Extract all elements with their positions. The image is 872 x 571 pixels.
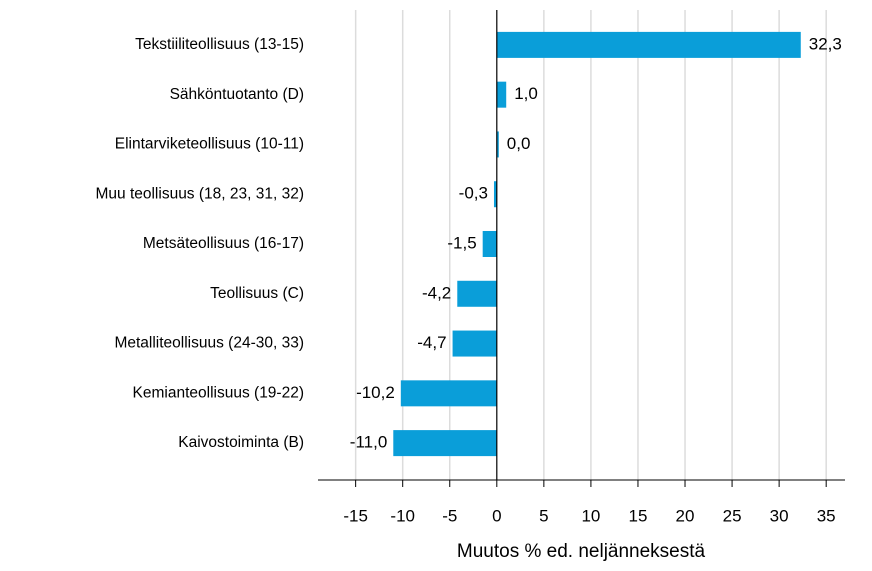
x-axis-title: Muutos % ed. neljänneksestä — [457, 541, 706, 562]
x-tick-label: 0 — [492, 506, 501, 525]
x-tick-label: 10 — [581, 506, 600, 525]
y-tick-label: Sähköntuotanto (D) — [170, 86, 304, 103]
x-tick-label: 35 — [817, 506, 836, 525]
x-tick-label: -5 — [442, 506, 457, 525]
y-tick-label: Teollisuus (C) — [210, 285, 304, 302]
value-label: -0,3 — [459, 184, 488, 203]
value-label: 0,0 — [507, 134, 531, 153]
x-tick-label: 25 — [723, 506, 742, 525]
bar — [393, 430, 497, 457]
x-tick-label: 15 — [629, 506, 648, 525]
x-tick-label: -15 — [343, 506, 368, 525]
value-label: -4,7 — [417, 333, 446, 352]
y-tick-label: Kaivostoiminta (B) — [178, 434, 304, 451]
bar — [496, 31, 801, 58]
y-tick-label: Tekstiiliteollisuus (13-15) — [135, 36, 304, 53]
y-tick-label: Elintarviketeollisuus (10-11) — [115, 136, 304, 153]
value-label: 32,3 — [809, 34, 842, 53]
x-tick-label: -10 — [390, 506, 415, 525]
bar — [452, 330, 497, 357]
value-label: 1,0 — [514, 84, 538, 103]
bar — [496, 81, 507, 108]
value-label: -4,2 — [422, 283, 451, 302]
x-tick-label: 30 — [770, 506, 789, 525]
value-label: -11,0 — [350, 433, 388, 452]
bar — [400, 380, 497, 407]
x-tick-label: 5 — [539, 506, 548, 525]
bar — [493, 181, 497, 208]
bar — [482, 231, 497, 257]
y-tick-label: Metsäteollisuus (16-17) — [143, 235, 304, 252]
value-label: -10,2 — [356, 383, 395, 402]
x-tick-label: 20 — [676, 506, 695, 525]
bar — [457, 280, 497, 307]
y-tick-label: Kemianteollisuus (19-22) — [133, 384, 304, 401]
bar — [496, 131, 499, 158]
y-tick-label: Metalliteollisuus (24-30, 33) — [114, 335, 304, 352]
value-label: -1,5 — [447, 233, 476, 252]
y-tick-label: Muu teollisuus (18, 23, 31, 32) — [95, 185, 304, 202]
